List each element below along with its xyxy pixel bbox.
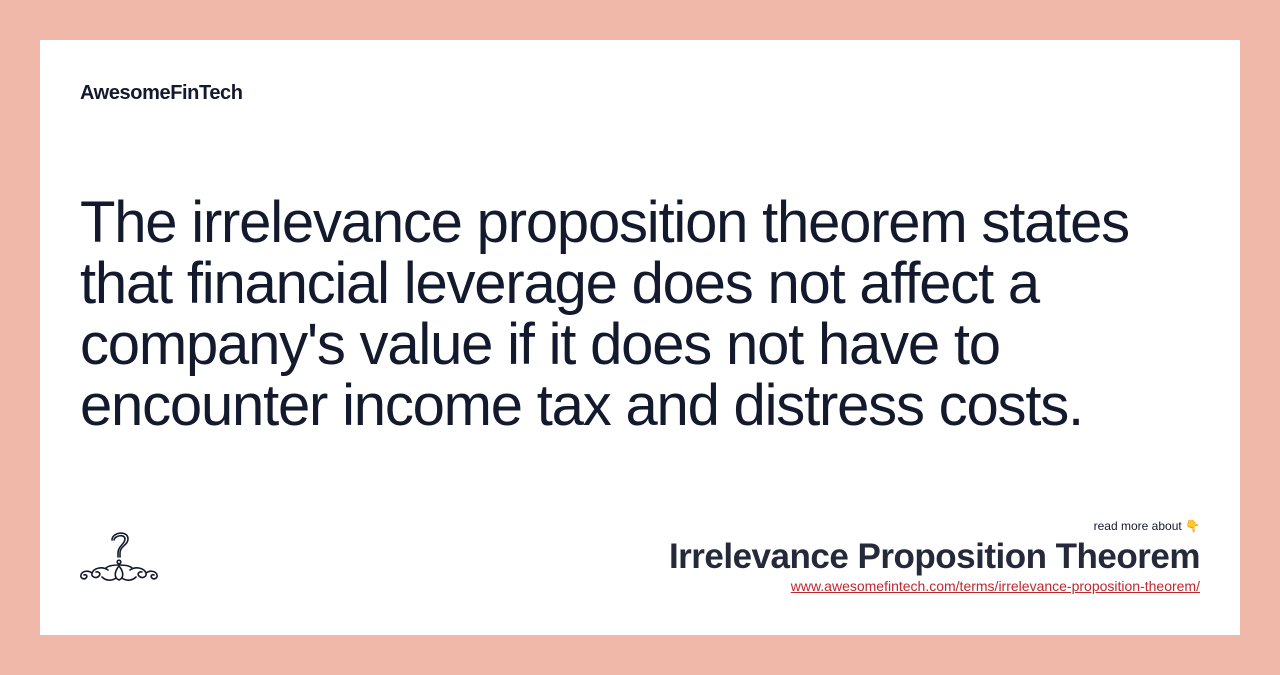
definition-quote: The irrelevance proposition theorem stat… xyxy=(80,190,1130,438)
term-link[interactable]: www.awesomefintech.com/terms/irrelevance… xyxy=(790,578,1200,594)
content-card: AwesomeFinTech The irrelevance propositi… xyxy=(40,40,1240,635)
read-more-text: read more about xyxy=(1093,519,1182,533)
pointing-down-icon: 👇 xyxy=(1185,519,1200,533)
term-footer: read more about 👇 Irrelevance Propositio… xyxy=(668,518,1201,596)
question-ornament-icon xyxy=(80,532,158,581)
brand-logo-text[interactable]: AwesomeFinTech xyxy=(80,82,243,104)
read-more-label: read more about 👇 xyxy=(669,518,1200,534)
term-title[interactable]: Irrelevance Proposition Theorem xyxy=(668,537,1201,576)
